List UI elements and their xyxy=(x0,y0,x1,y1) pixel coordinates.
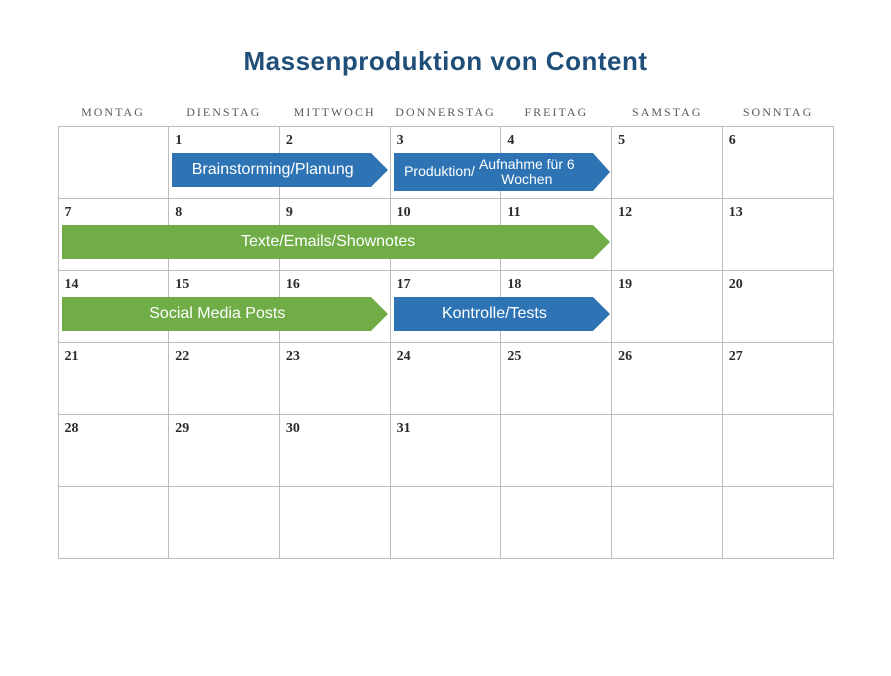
calendar-cell xyxy=(59,487,170,559)
calendar-cell: 31 xyxy=(391,415,502,487)
day-headers-row: MONTAG DIENSTAG MITTWOCH DONNERSTAG FREI… xyxy=(58,105,834,126)
calendar-cell xyxy=(723,487,834,559)
calendar-cell: 20 xyxy=(723,271,834,343)
day-number: 28 xyxy=(65,421,79,436)
calendar-cell xyxy=(723,415,834,487)
day-header: MONTAG xyxy=(58,105,169,126)
day-number: 5 xyxy=(618,133,625,148)
calendar-cell: 22 xyxy=(169,343,280,415)
calendar-cell: 19 xyxy=(612,271,723,343)
calendar-cell xyxy=(501,487,612,559)
calendar-cell: 30 xyxy=(280,415,391,487)
day-number: 19 xyxy=(618,277,632,292)
day-number: 20 xyxy=(729,277,743,292)
task-bar: Texte/Emails/Shownotes xyxy=(62,225,593,259)
day-header: MITTWOCH xyxy=(279,105,390,126)
task-bar: Produktion/Aufnahme für 6 Wochen xyxy=(394,153,593,191)
day-number: 25 xyxy=(507,349,521,364)
day-number: 4 xyxy=(507,133,514,148)
day-number: 1 xyxy=(175,133,182,148)
day-number: 27 xyxy=(729,349,743,364)
calendar-cell: 13 xyxy=(723,199,834,271)
day-number: 17 xyxy=(397,277,411,292)
day-number: 9 xyxy=(286,205,293,220)
day-number: 6 xyxy=(729,133,736,148)
task-bar: Social Media Posts xyxy=(62,297,372,331)
calendar-cell: 5 xyxy=(612,127,723,199)
day-number: 30 xyxy=(286,421,300,436)
calendar-cell: 12 xyxy=(612,199,723,271)
task-bar: Kontrolle/Tests xyxy=(394,297,593,331)
calendar-cell xyxy=(501,415,612,487)
day-number: 10 xyxy=(397,205,411,220)
day-header: DIENSTAG xyxy=(168,105,279,126)
day-header: DONNERSTAG xyxy=(390,105,501,126)
day-number: 3 xyxy=(397,133,404,148)
day-number: 24 xyxy=(397,349,411,364)
day-header: SONNTAG xyxy=(723,105,834,126)
day-number: 2 xyxy=(286,133,293,148)
calendar-cell xyxy=(169,487,280,559)
task-bar: Brainstorming/Planung xyxy=(172,153,371,187)
day-number: 11 xyxy=(507,205,520,220)
day-number: 21 xyxy=(65,349,79,364)
day-number: 14 xyxy=(65,277,79,292)
day-number: 8 xyxy=(175,205,182,220)
calendar-cell: 23 xyxy=(280,343,391,415)
day-number: 26 xyxy=(618,349,632,364)
calendar-cell: 6 xyxy=(723,127,834,199)
calendar-cell: 21 xyxy=(59,343,170,415)
calendar: MONTAG DIENSTAG MITTWOCH DONNERSTAG FREI… xyxy=(58,105,834,559)
calendar-cell: 29 xyxy=(169,415,280,487)
day-number: 13 xyxy=(729,205,743,220)
day-number: 22 xyxy=(175,349,189,364)
day-number: 29 xyxy=(175,421,189,436)
calendar-cell xyxy=(391,487,502,559)
calendar-cell xyxy=(612,415,723,487)
calendar-grid: 1234567891011121314151617181920212223242… xyxy=(58,126,834,559)
calendar-cell: 27 xyxy=(723,343,834,415)
day-header: SAMSTAG xyxy=(612,105,723,126)
day-header: FREITAG xyxy=(501,105,612,126)
calendar-cell: 24 xyxy=(391,343,502,415)
day-number: 12 xyxy=(618,205,632,220)
calendar-cell: 28 xyxy=(59,415,170,487)
day-number: 18 xyxy=(507,277,521,292)
page-title: Massenproduktion von Content xyxy=(0,46,891,77)
calendar-cell: 26 xyxy=(612,343,723,415)
day-number: 15 xyxy=(175,277,189,292)
day-number: 31 xyxy=(397,421,411,436)
calendar-cell: 25 xyxy=(501,343,612,415)
calendar-cell xyxy=(59,127,170,199)
day-number: 7 xyxy=(65,205,72,220)
day-number: 16 xyxy=(286,277,300,292)
day-number: 23 xyxy=(286,349,300,364)
calendar-cell xyxy=(280,487,391,559)
calendar-cell xyxy=(612,487,723,559)
